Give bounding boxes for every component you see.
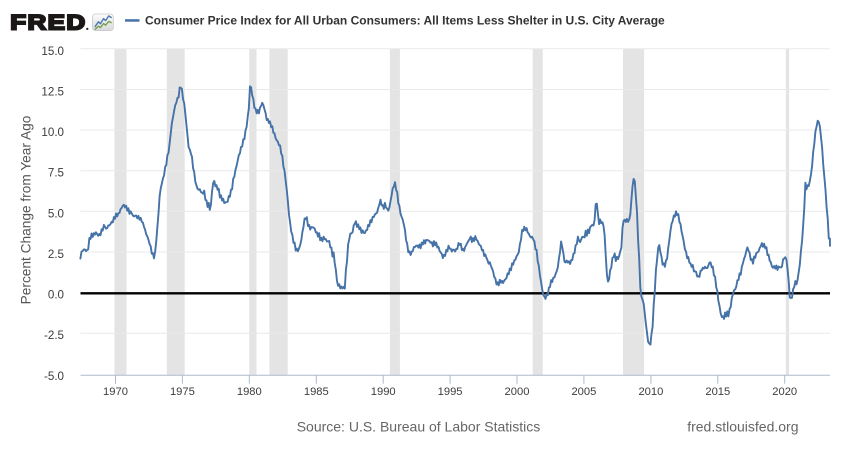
svg-text:2015: 2015 — [705, 386, 730, 398]
svg-text:1995: 1995 — [438, 386, 463, 398]
svg-text:1980: 1980 — [237, 386, 262, 398]
svg-text:10.0: 10.0 — [41, 126, 64, 139]
svg-text:15.0: 15.0 — [41, 45, 64, 58]
svg-text:2010: 2010 — [638, 386, 663, 398]
svg-text:2020: 2020 — [772, 386, 797, 398]
svg-text:Percent Change from Year Ago: Percent Change from Year Ago — [18, 115, 33, 304]
svg-text:7.5: 7.5 — [48, 167, 64, 180]
svg-text:0.0: 0.0 — [48, 289, 64, 302]
svg-text:1985: 1985 — [304, 386, 329, 398]
svg-text:12.5: 12.5 — [41, 86, 64, 99]
svg-text:1970: 1970 — [103, 386, 128, 398]
svg-text:Consumer Price Index for All U: Consumer Price Index for All Urban Consu… — [145, 14, 665, 28]
svg-text:1990: 1990 — [371, 386, 396, 398]
svg-text:2005: 2005 — [571, 386, 596, 398]
svg-text:FRED: FRED — [10, 12, 86, 35]
svg-text:5.0: 5.0 — [48, 207, 64, 220]
svg-text:2000: 2000 — [505, 386, 530, 398]
svg-text:fred.stlouisfed.org: fred.stlouisfed.org — [687, 418, 798, 434]
svg-text:-2.5: -2.5 — [44, 329, 64, 342]
svg-text:-5.0: -5.0 — [44, 370, 64, 383]
svg-text:1975: 1975 — [170, 386, 195, 398]
svg-text:Source: U.S. Bureau of Labor S: Source: U.S. Bureau of Labor Statistics — [297, 418, 541, 434]
svg-text:2.5: 2.5 — [48, 248, 64, 261]
